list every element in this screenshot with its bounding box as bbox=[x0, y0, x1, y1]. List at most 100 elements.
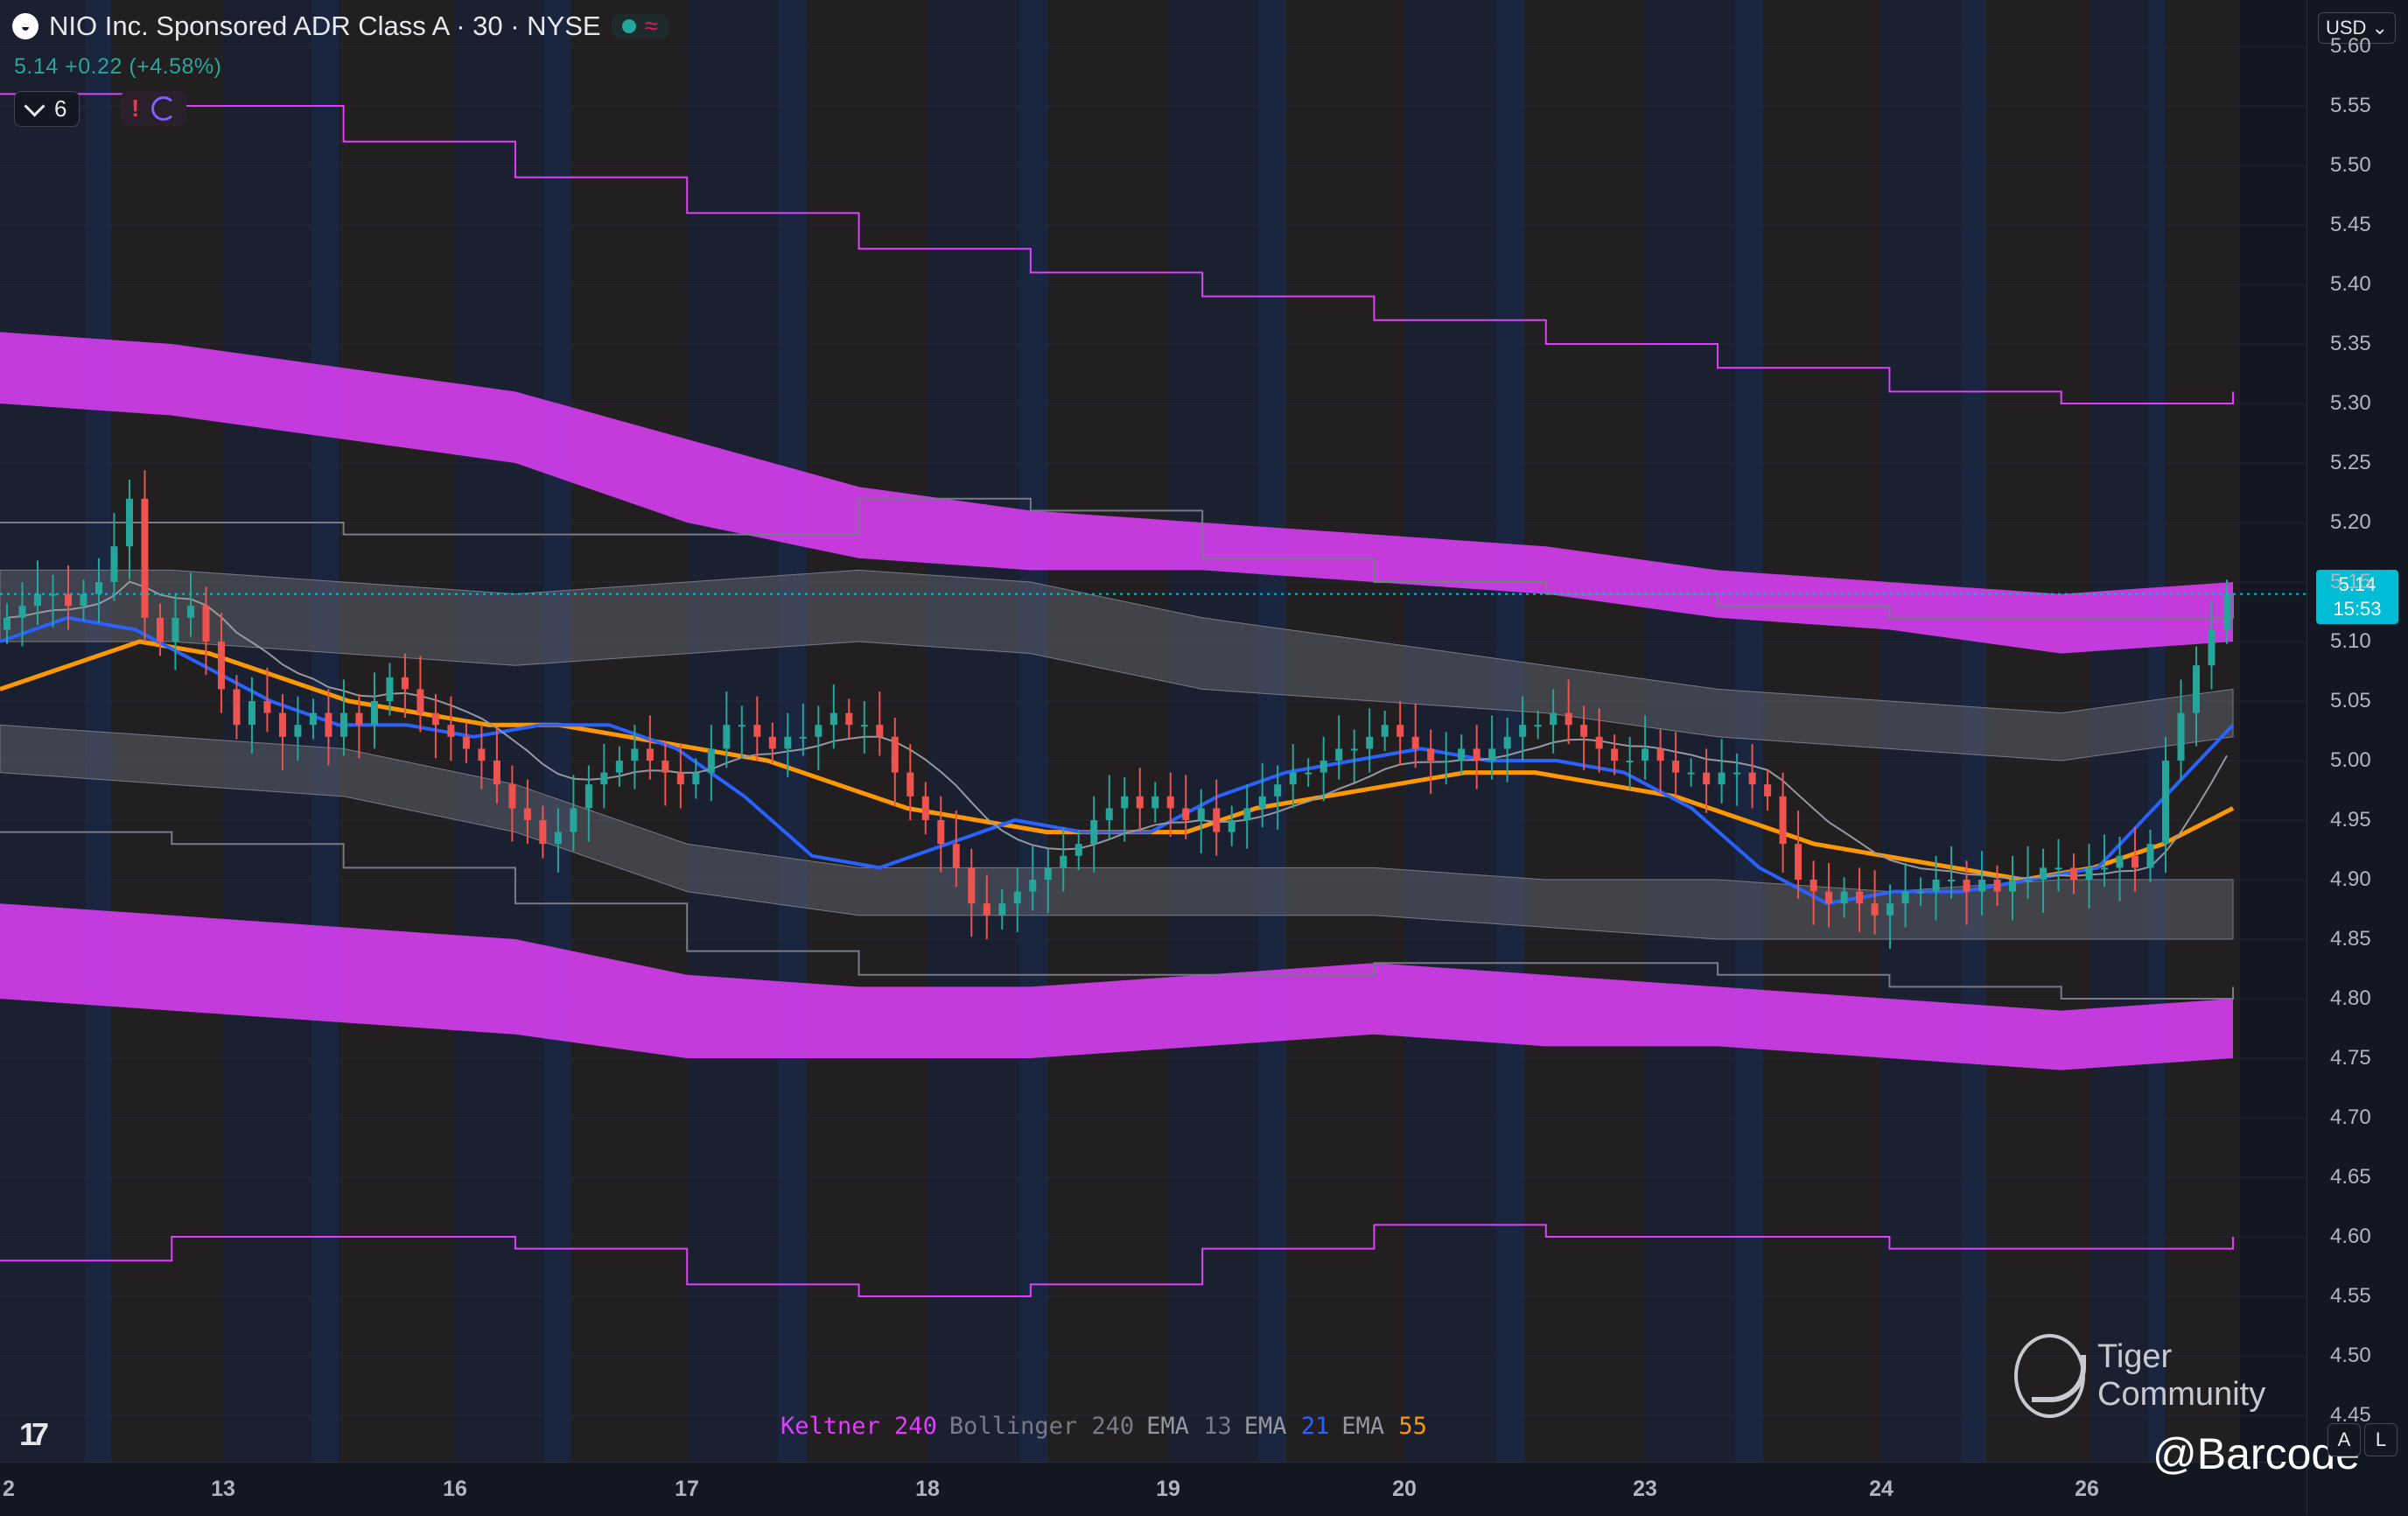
candle-up bbox=[2208, 629, 2216, 666]
candle-up bbox=[1917, 891, 1925, 894]
candle-down bbox=[1182, 808, 1190, 820]
alerts-pill[interactable]: ! bbox=[121, 91, 187, 126]
price-tick-label: 4.65 bbox=[2330, 1165, 2371, 1189]
market-status-pill[interactable]: ≈ bbox=[611, 12, 668, 39]
candle-up bbox=[1152, 796, 1159, 809]
candle-down bbox=[1871, 903, 1879, 916]
indicators-collapse-button[interactable]: 6 bbox=[14, 91, 80, 127]
symbol-title[interactable]: NIO Inc. Sponsored ADR Class A · 30 · NY… bbox=[49, 11, 601, 41]
price-tick-label: 5.15 bbox=[2330, 570, 2371, 593]
candle-down bbox=[1963, 880, 1970, 892]
keltner-outer-lower-line bbox=[0, 1224, 2234, 1297]
time-axis[interactable]: 2 13 16 17 18 19 20 23 24 26 bbox=[0, 1462, 2306, 1516]
nio-logo-icon[interactable]: ◒ bbox=[12, 13, 38, 39]
candle-up bbox=[830, 712, 837, 726]
time-tick-label: 23 bbox=[1633, 1477, 1657, 1501]
price-tick-label: 5.00 bbox=[2330, 748, 2371, 772]
candle-down bbox=[141, 498, 149, 618]
sync-icon[interactable] bbox=[151, 96, 177, 121]
candle-up bbox=[1366, 736, 1374, 749]
candle-down bbox=[1764, 784, 1772, 797]
candle-down bbox=[202, 606, 210, 642]
candle-up bbox=[707, 748, 715, 773]
legend-item[interactable]: Bollinger 240 bbox=[949, 1413, 1134, 1440]
candle-up bbox=[1626, 761, 1634, 762]
time-tick-label: 24 bbox=[1869, 1477, 1894, 1501]
session-band-regular bbox=[1404, 0, 1496, 1462]
bar-countdown: 15:53 bbox=[2333, 597, 2382, 620]
candle-up bbox=[692, 772, 700, 785]
candle-down bbox=[2132, 855, 2139, 868]
time-tick-label: 16 bbox=[443, 1477, 467, 1501]
price-tick-label: 4.70 bbox=[2330, 1105, 2371, 1129]
last-price-label: 5.14 15:53 bbox=[2316, 569, 2398, 624]
legend-item-name: EMA bbox=[1146, 1413, 1189, 1440]
indicator-count: 6 bbox=[54, 95, 67, 122]
chart-canvas[interactable] bbox=[0, 0, 2306, 1462]
candle-up bbox=[554, 832, 562, 845]
candle-down bbox=[523, 808, 531, 820]
legend-item[interactable]: EMA 13 bbox=[1146, 1413, 1232, 1440]
tradingview-logo[interactable]: 17 bbox=[19, 1416, 49, 1452]
price-tick-label: 5.25 bbox=[2330, 451, 2371, 474]
candle-up bbox=[2009, 880, 2017, 892]
price-tick-label: 5.45 bbox=[2330, 213, 2371, 236]
chart-pane[interactable]: ◒ NIO Inc. Sponsored ADR Class A · 30 · … bbox=[0, 0, 2306, 1462]
price-change-readout: 5.14 +0.22 (+4.58%) bbox=[14, 54, 222, 79]
candle-up bbox=[1840, 891, 1848, 904]
candle-up bbox=[1320, 761, 1327, 773]
candle-up bbox=[2177, 712, 2185, 761]
candle-up bbox=[340, 712, 347, 737]
candle-down bbox=[1856, 891, 1864, 904]
candle-up bbox=[1121, 796, 1129, 809]
candle-up bbox=[1274, 784, 1282, 797]
candle-down bbox=[968, 867, 976, 904]
candle-up bbox=[1733, 772, 1741, 775]
candle-up bbox=[570, 808, 578, 832]
candle-down bbox=[676, 772, 684, 785]
candle-down bbox=[983, 903, 990, 916]
ema13-line bbox=[6, 580, 2228, 880]
candle-up bbox=[1503, 736, 1511, 749]
candle-up bbox=[600, 772, 608, 785]
legend-item[interactable]: EMA 55 bbox=[1341, 1413, 1427, 1440]
candle-down bbox=[355, 712, 363, 726]
legend-item[interactable]: Keltner 240 bbox=[780, 1413, 937, 1440]
candle-down bbox=[2070, 867, 2078, 880]
candle-down bbox=[263, 701, 271, 713]
log-scale-button[interactable]: L bbox=[2364, 1423, 2398, 1456]
candle-up bbox=[2223, 593, 2230, 630]
candle-up bbox=[860, 725, 868, 727]
auto-scale-button[interactable]: A bbox=[2328, 1423, 2361, 1456]
currency-button[interactable]: USD ⌄ bbox=[2318, 12, 2396, 44]
candle-up bbox=[1948, 880, 1956, 881]
legend-item-name: Keltner bbox=[780, 1413, 880, 1440]
candle-up bbox=[94, 582, 102, 594]
candle-down bbox=[1611, 748, 1619, 761]
candle-down bbox=[508, 784, 516, 809]
wave-icon: ≈ bbox=[644, 12, 658, 39]
candle-down bbox=[156, 617, 164, 642]
session-band-regular bbox=[1168, 0, 1258, 1462]
time-tick-label: 2 bbox=[3, 1477, 15, 1501]
legend-item[interactable]: EMA 21 bbox=[1244, 1413, 1330, 1440]
candle-down bbox=[401, 677, 409, 690]
candle-up bbox=[1074, 844, 1082, 856]
tiger-community-watermark: Tiger Community bbox=[2014, 1334, 2306, 1418]
candle-up bbox=[1335, 748, 1343, 761]
candle-up bbox=[1687, 772, 1695, 775]
price-axis[interactable]: USD ⌄ 5.14 15:53 5.60 5.55 5.50 5.45 5.40 5.3… bbox=[2306, 0, 2408, 1515]
candle-up bbox=[2024, 880, 2032, 881]
candle-down bbox=[1580, 725, 1588, 737]
time-tick-label: 20 bbox=[1392, 1477, 1417, 1501]
tiger-logo-icon bbox=[2014, 1334, 2087, 1418]
chevron-down-icon bbox=[24, 95, 46, 117]
indicator-legend: Keltner 240 Bollinger 240 EMA 13 EMA 21 EMA … bbox=[780, 1413, 1427, 1440]
candle-up bbox=[370, 701, 378, 726]
alert-icon[interactable]: ! bbox=[131, 95, 140, 122]
session-band-premarket bbox=[1018, 0, 1048, 1462]
legend-item-value: 21 bbox=[1286, 1413, 1330, 1440]
legend-item-value: 240 bbox=[879, 1413, 937, 1440]
candle-down bbox=[937, 820, 945, 845]
candle-down bbox=[845, 712, 853, 726]
